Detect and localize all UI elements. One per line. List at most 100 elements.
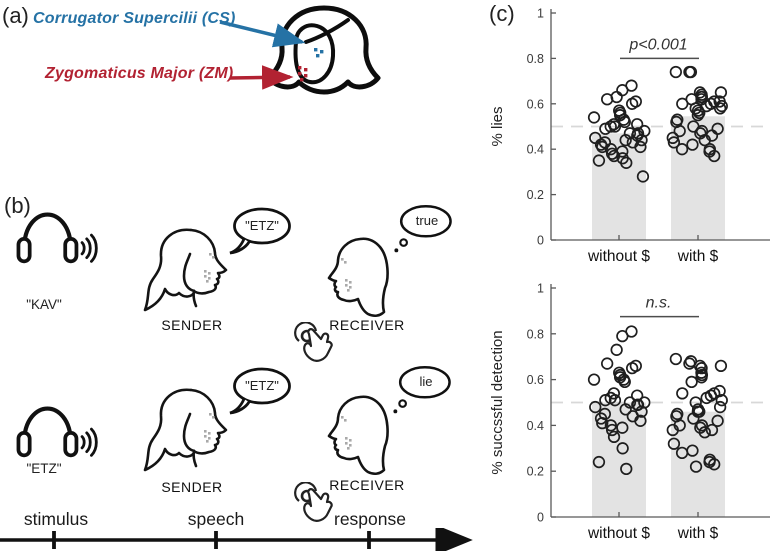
y-tick-label: 0.2 (527, 465, 544, 479)
data-point (715, 394, 728, 407)
y-tick-label: 0.8 (527, 327, 544, 341)
data-point (715, 99, 728, 113)
panel-c-label: (c) (489, 1, 515, 26)
data-point (676, 387, 689, 400)
data-point (714, 359, 728, 373)
data-point (683, 65, 696, 79)
data-point (695, 361, 708, 375)
timeline-label-response: response (334, 509, 406, 529)
y-tick-label: 0 (537, 511, 544, 525)
data-point (616, 329, 629, 343)
data-point (705, 423, 719, 437)
y-tick-label: 0.4 (527, 143, 544, 157)
sender-label-row2: SENDER (161, 479, 223, 495)
receiver-label-row1: RECEIVER (329, 317, 405, 333)
data-point (695, 371, 708, 384)
bar-0 (592, 402, 646, 517)
zm-electrode-dots (298, 66, 308, 82)
x-category-label: without $ (587, 525, 650, 542)
data-point (711, 414, 724, 427)
data-point (604, 120, 617, 133)
data-point (708, 458, 721, 471)
data-point (669, 352, 682, 366)
data-point (596, 140, 609, 154)
data-point (635, 133, 648, 147)
data-point (675, 143, 689, 156)
y-tick-label: 0.6 (527, 97, 544, 111)
cs-muscle-label: Corrugator Supercilii (CS) (33, 10, 236, 27)
data-point (596, 416, 609, 430)
cs-arrow-icon (219, 20, 306, 48)
data-point (605, 147, 619, 160)
data-point (601, 357, 614, 370)
headphones-icon (10, 208, 98, 266)
thought-bubble-icon (392, 202, 452, 258)
data-point (685, 375, 698, 389)
data-point (713, 102, 727, 115)
data-point (693, 359, 707, 373)
data-point (713, 400, 727, 414)
data-point (689, 460, 703, 473)
data-point (714, 86, 728, 99)
data-point (673, 124, 686, 138)
x-category-label: with $ (677, 248, 719, 265)
data-point (599, 394, 612, 407)
data-point (616, 84, 629, 97)
tap-hand-icon (292, 322, 342, 366)
face-diagram (219, 5, 381, 95)
y-tick-label: 1 (537, 7, 544, 21)
data-point (618, 375, 631, 389)
zm-muscle-label: Zygomaticus Major (ZM) (45, 65, 234, 82)
y-tick-label: 1 (537, 282, 544, 296)
data-point (687, 412, 700, 425)
stimulus-word-row1: "KAV" (26, 297, 62, 312)
data-point (616, 442, 629, 455)
data-point (636, 170, 650, 183)
data-point (620, 462, 633, 476)
data-point (619, 133, 632, 147)
data-point (625, 361, 639, 375)
receiver-label-row2: RECEIVER (329, 477, 405, 493)
thought-bubble-icon (391, 363, 451, 419)
data-point (601, 93, 614, 106)
data-point (691, 108, 705, 122)
timeline-label-speech: speech (187, 509, 245, 529)
data-point (669, 65, 682, 79)
y-tick-label: 0.2 (527, 188, 544, 202)
y-axis-label: % lies (489, 106, 506, 146)
y-tick-label: 0.4 (527, 419, 544, 433)
headphones-icon (10, 402, 98, 460)
panel-b-label: (b) (4, 193, 31, 218)
data-point (676, 97, 689, 110)
x-category-label: with $ (677, 525, 719, 542)
data-point (589, 400, 602, 414)
data-point (592, 455, 606, 469)
data-point (608, 394, 622, 407)
data-point (666, 131, 679, 145)
data-point (634, 414, 647, 427)
y-tick-label: 0 (537, 234, 544, 248)
data-point (695, 419, 709, 432)
data-point (620, 156, 633, 169)
data-point (698, 133, 711, 147)
cs-electrode-dots (314, 48, 324, 58)
data-point (634, 140, 647, 154)
data-point (619, 403, 632, 416)
zm-arrow-icon (229, 65, 294, 90)
significance-label: n.s. (646, 295, 672, 312)
data-point (708, 149, 721, 163)
face-icon (266, 5, 381, 95)
speech-word-row1: "ETZ" (245, 218, 279, 233)
data-point (587, 373, 601, 386)
speech-word-row2: "ETZ" (245, 378, 279, 393)
x-category-label: without $ (587, 248, 650, 265)
data-point (698, 426, 711, 439)
stimulus-word-row2: "ETZ" (26, 461, 62, 476)
data-point (700, 391, 713, 405)
data-point (599, 122, 612, 135)
data-point (610, 343, 623, 356)
data-point (675, 446, 689, 460)
y-axis-label: % succssful detection (489, 330, 506, 474)
data-point (686, 138, 699, 151)
